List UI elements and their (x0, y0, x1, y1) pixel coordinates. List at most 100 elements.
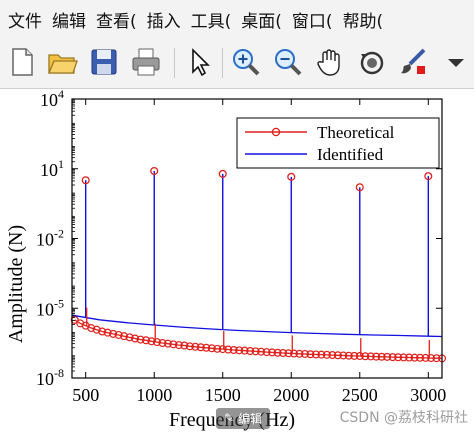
theoretical-marker (322, 350, 331, 359)
theoretical-marker (290, 349, 299, 358)
theoretical-peak-marker (287, 172, 296, 181)
theoretical-marker (377, 352, 386, 361)
theoretical-marker (87, 324, 96, 333)
theoretical-marker (262, 348, 271, 357)
legend: Theoretical Identified (236, 117, 440, 169)
menu-insert[interactable]: 插入 (146, 11, 181, 32)
theoretical-marker (196, 343, 205, 352)
theoretical-marker (185, 342, 194, 351)
open-folder-icon[interactable] (46, 46, 78, 78)
menu-desktop[interactable]: 桌面( (241, 11, 282, 32)
theoretical-marker (240, 346, 249, 355)
theoretical-marker (70, 315, 79, 324)
y-tick-label: 10-2 (36, 227, 64, 250)
theoretical-marker (355, 352, 364, 361)
theoretical-marker (109, 329, 118, 338)
menu-edit[interactable]: 编辑 (52, 11, 86, 32)
x-tick-label: 1500 (205, 385, 241, 405)
theoretical-peak-marker (81, 176, 90, 185)
theoretical-marker (273, 348, 282, 357)
theoretical-marker (98, 327, 107, 336)
pan-hand-icon[interactable] (314, 46, 346, 78)
new-file-icon[interactable] (6, 46, 38, 78)
y-tick-label: 104 (40, 89, 64, 110)
theoretical-marker (388, 353, 397, 362)
theoretical-marker (174, 341, 183, 350)
theoretical-marker (207, 344, 216, 353)
theoretical-peak-marker (355, 183, 364, 192)
theoretical-marker (103, 328, 112, 337)
theoretical-marker (372, 352, 381, 361)
theoretical-marker (224, 345, 233, 354)
theoretical-marker (158, 339, 167, 348)
theoretical-marker (257, 347, 266, 356)
theoretical-marker (300, 349, 309, 358)
theoretical-marker (180, 341, 189, 350)
menu-bar: 文件 编辑 查看( 插入 工具( 桌面( 窗口( 帮助( (0, 0, 474, 38)
toolbar-separator (174, 48, 175, 78)
theoretical-marker (339, 351, 348, 360)
theoretical-marker (251, 347, 260, 356)
save-icon[interactable] (88, 46, 120, 78)
theoretical-marker (120, 332, 129, 341)
theoretical-marker (229, 346, 238, 355)
theoretical-marker (163, 339, 172, 348)
y-tick-label: 10-8 (36, 366, 64, 389)
series-layer (70, 166, 447, 363)
theoretical-marker (405, 353, 414, 362)
theoretical-marker (169, 340, 178, 349)
theoretical-marker (432, 354, 441, 363)
legend-label-theoretical: Theoretical (317, 123, 395, 142)
y-tick-label: 101 (40, 157, 64, 180)
y-axis-label: Amplitude (N) (5, 225, 27, 343)
theoretical-marker (383, 352, 392, 361)
theoretical-peak-marker (218, 169, 227, 178)
theoretical-marker (246, 346, 255, 355)
theoretical-marker (218, 345, 227, 354)
theoretical-marker (361, 352, 370, 361)
theoretical-marker (295, 349, 304, 358)
x-tick-label: 500 (72, 385, 99, 405)
menu-help[interactable]: 帮助( (342, 11, 384, 32)
y-tick-label: 10-5 (36, 296, 64, 319)
chart: 500 1000 1500 2000 2500 3000 10-8 10-5 10-2 101 10… (5, 87, 447, 431)
zoom-in-icon[interactable] (230, 46, 262, 78)
edit-badge[interactable]: ✎ 编辑 (216, 407, 271, 429)
watermark-credit: CSDN @荔枝科研社 (339, 410, 468, 426)
theoretical-marker (344, 351, 353, 360)
edit-label: 编辑 (238, 411, 263, 426)
legend-label-identified: Identified (317, 145, 384, 164)
menu-tools[interactable]: 工具( (190, 11, 232, 32)
identified-line (71, 314, 443, 338)
theoretical-marker (142, 336, 151, 345)
theoretical-marker (410, 353, 419, 362)
menu-view[interactable]: 查看( (96, 11, 137, 32)
print-icon[interactable] (130, 46, 162, 78)
menu-window[interactable]: 窗口( (291, 11, 333, 32)
dropdown-arrow-icon[interactable] (440, 46, 472, 78)
theoretical-marker (427, 354, 436, 363)
toolbar (0, 38, 474, 89)
theoretical-marker (213, 344, 222, 353)
theoretical-marker (114, 330, 123, 339)
brush-icon[interactable] (398, 46, 430, 78)
x-tick-label: 2500 (342, 385, 378, 405)
theoretical-marker (235, 346, 244, 355)
theoretical-peak-marker (150, 166, 159, 176)
toolbar-separator (222, 48, 223, 78)
theoretical-marker (317, 350, 326, 359)
rotate-3d-icon[interactable] (356, 46, 388, 78)
select-arrow-icon[interactable] (184, 46, 216, 78)
theoretical-marker (202, 343, 211, 352)
menu-file[interactable]: 文件 (8, 11, 42, 32)
theoretical-marker (152, 338, 161, 347)
theoretical-marker (92, 325, 101, 334)
theoretical-marker (311, 350, 320, 359)
x-tick-label: 3000 (410, 385, 446, 405)
theoretical-marker (136, 335, 145, 344)
theoretical-marker (131, 334, 140, 343)
theoretical-peak-marker (424, 172, 433, 181)
zoom-out-icon[interactable] (272, 46, 304, 78)
theoretical-marker (399, 353, 408, 362)
theoretical-marker (125, 333, 134, 342)
